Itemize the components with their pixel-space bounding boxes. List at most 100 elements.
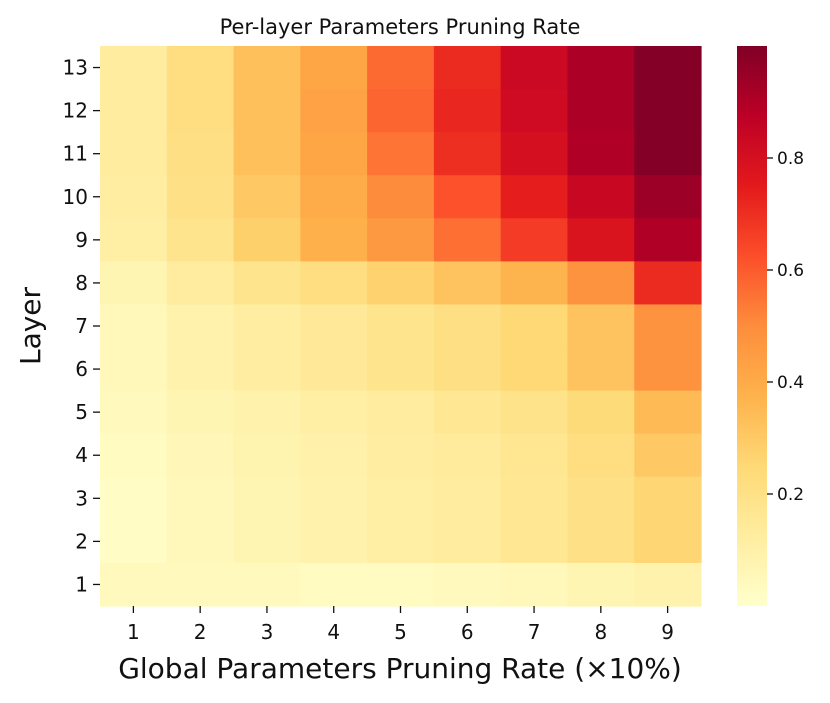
heatmap-cell [634,132,702,176]
y-tick-label: 12 [63,99,88,123]
heatmap-cell [300,390,368,435]
heatmap-cell [433,390,502,435]
y-tick-label: 6 [75,357,88,381]
heatmap-cell [367,46,435,90]
x-tick-label: 7 [528,620,541,644]
heatmap-cell [166,261,235,306]
y-tick-label: 1 [75,572,88,596]
heatmap-cell [367,347,435,392]
y-tick-label: 4 [75,443,88,467]
colorbar-ticks: 0.2 0.4 0.6 0.8 [767,149,804,505]
heatmap-cell [634,476,702,521]
heatmap-cell [166,132,235,176]
y-axis-label: Layer [14,286,47,365]
heatmap-cell [100,46,168,90]
heatmap-cell [567,476,635,521]
y-tick-label: 2 [75,529,88,553]
heatmap-cell [233,390,301,435]
heatmap-cell [433,46,502,90]
heatmap-cell [634,390,702,435]
x-axis: 1 2 3 4 5 6 7 8 9 [127,606,674,644]
heatmap-cell [567,175,635,219]
heatmap-cell [166,304,235,349]
heatmap-cell [433,433,502,478]
heatmap-cell [500,390,569,435]
y-tick-label: 10 [63,185,88,209]
heatmap-cell [233,218,301,262]
heatmap-cell [634,218,702,262]
heatmap-cell [166,519,235,564]
y-axis: 13 12 11 10 9 8 7 6 5 4 3 2 1 [63,56,100,596]
heatmap-cell [500,218,569,262]
heatmap-cell [300,304,368,349]
heatmap-cell [567,132,635,176]
heatmap-cell [433,476,502,521]
heatmap-cell [233,261,301,306]
heatmap-cell [433,132,502,176]
y-tick-label: 3 [75,486,88,510]
heatmap-cell [100,175,168,219]
heatmap-cell [300,46,368,90]
heatmap-cell [500,304,569,349]
heatmap-cell [300,175,368,219]
heatmap-cell [500,347,569,392]
heatmap-cell [500,175,569,219]
heatmap-cell [500,433,569,478]
chart-title: Per-layer Parameters Pruning Rate [220,15,581,39]
x-tick-label: 3 [261,620,274,644]
heatmap-cell [367,304,435,349]
heatmap-cell [433,218,502,262]
colorbar [737,46,767,606]
heatmap-cell [166,218,235,262]
x-tick-label: 5 [394,620,407,644]
heatmap-cell [166,46,235,90]
heatmap-cell [166,476,235,521]
heatmap-cell [166,347,235,392]
heatmap-cell [300,218,368,262]
heatmap-cell [367,433,435,478]
heatmap-cell [567,46,635,90]
colorbar-tick-label: 0.2 [777,485,804,505]
y-tick-label: 7 [75,314,88,338]
x-tick-label: 8 [594,620,607,644]
heatmap-cells [100,46,702,607]
heatmap-cell [166,562,235,607]
heatmap-cell [300,347,368,392]
heatmap-cell [433,89,502,133]
heatmap-cell [567,347,635,392]
heatmap-cell [233,304,301,349]
heatmap-cell [300,89,368,133]
heatmap-cell [567,304,635,349]
heatmap-cell [367,132,435,176]
heatmap-cell [100,476,168,521]
heatmap-cell [500,519,569,564]
y-tick-label: 5 [75,400,88,424]
heatmap-cell [567,261,635,306]
heatmap-cell [433,304,502,349]
y-tick-label: 9 [75,228,88,252]
heatmap-cell [634,175,702,219]
heatmap-cell [567,218,635,262]
heatmap-cell [567,562,635,607]
heatmap-cell [567,390,635,435]
heatmap-cell [367,89,435,133]
heatmap-cell [500,261,569,306]
heatmap-cell [567,433,635,478]
heatmap-cell [100,390,168,435]
heatmap-cell [166,175,235,219]
heatmap-cell [634,519,702,564]
heatmap-cell [367,175,435,219]
heatmap-cell [367,390,435,435]
x-tick-label: 9 [661,620,674,644]
heatmap-cell [567,519,635,564]
heatmap-cell [634,562,702,607]
heatmap-cell [634,304,702,349]
heatmap-cell [100,218,168,262]
heatmap-cell [233,519,301,564]
heatmap-cell [233,132,301,176]
heatmap-cell [233,46,301,90]
heatmap-cell [100,562,168,607]
heatmap-cell [100,261,168,306]
heatmap-cell [100,347,168,392]
